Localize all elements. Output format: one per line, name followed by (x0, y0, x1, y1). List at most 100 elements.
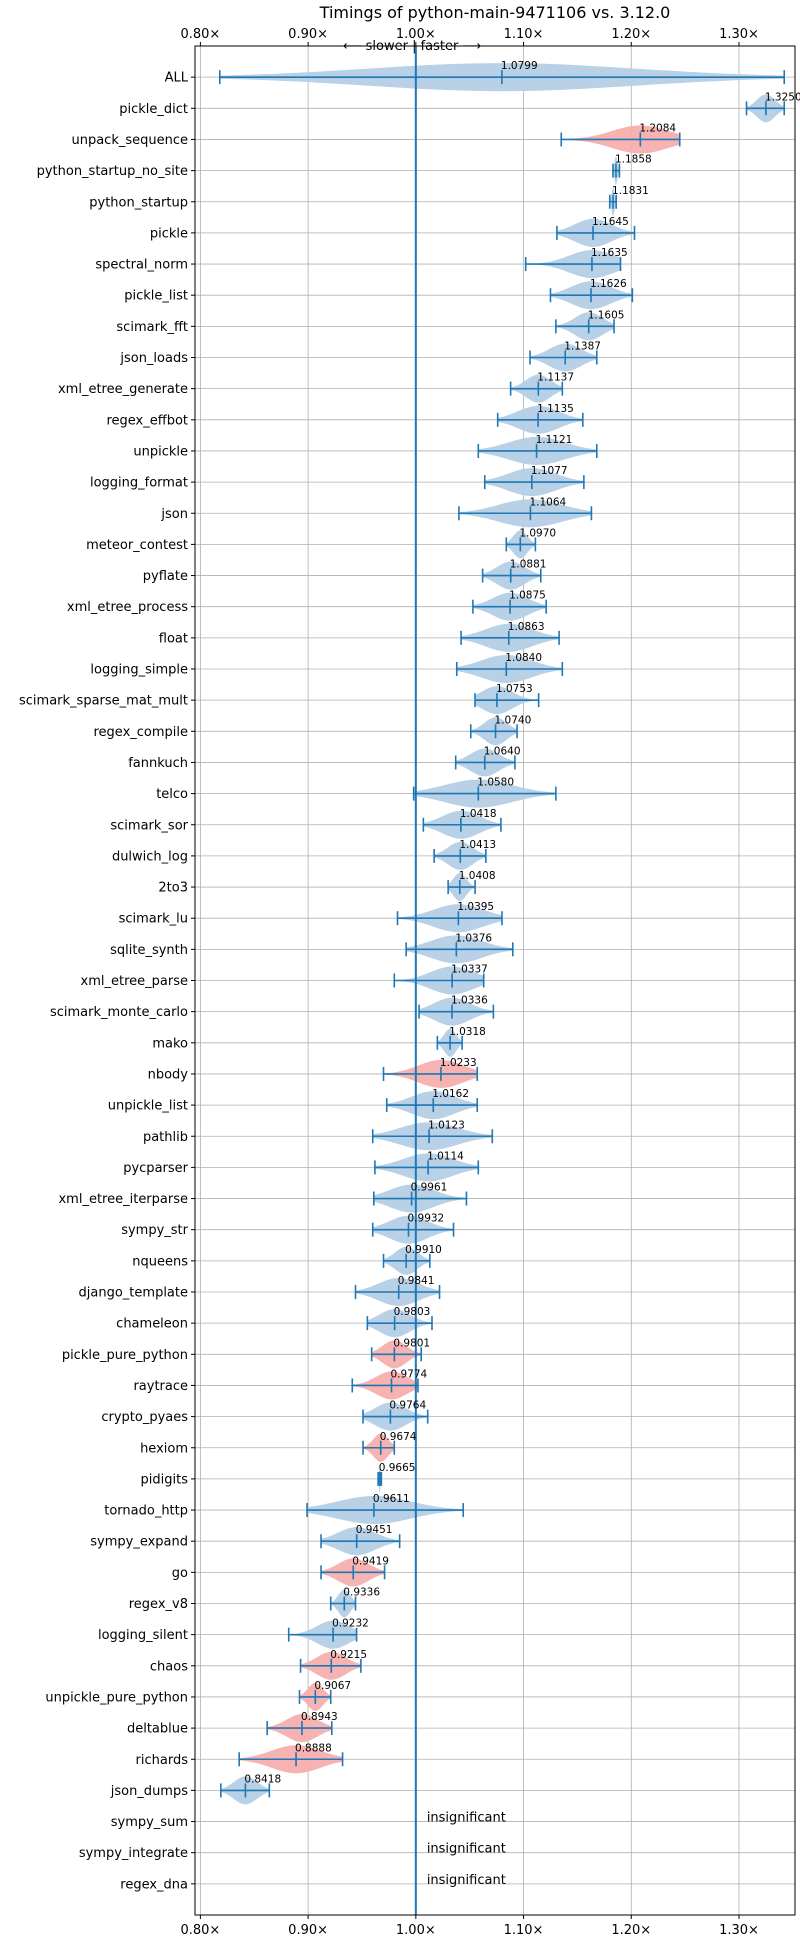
value-label: 0.9419 (352, 1555, 389, 1567)
value-label: 1.3250 (765, 91, 800, 103)
value-label: 1.0114 (427, 1150, 464, 1162)
value-label: 0.9067 (314, 1680, 351, 1692)
category-label: deltablue (127, 1722, 188, 1737)
category-label: mako (152, 1036, 188, 1051)
value-label: 0.9774 (390, 1368, 427, 1380)
category-label: unpickle (133, 444, 188, 459)
category-label: pickle_dict (119, 102, 188, 117)
value-label: 1.0318 (449, 1026, 486, 1038)
category-label: python_startup_no_site (37, 164, 188, 179)
tick-label-top: 0.90× (288, 27, 328, 42)
category-label: regex_v8 (129, 1597, 188, 1612)
violins (219, 63, 785, 1805)
value-label: 1.0970 (519, 527, 556, 539)
value-label: 1.1858 (615, 154, 652, 166)
tick-label-top: 1.10× (504, 27, 544, 42)
value-label: 1.0123 (428, 1119, 465, 1131)
category-label: xml_etree_process (67, 600, 188, 615)
category-label: python_startup (89, 195, 188, 210)
overlays (218, 46, 786, 1915)
value-label: 1.1137 (537, 372, 574, 384)
category-label: scimark_lu (119, 912, 188, 927)
category-label: sympy_sum (111, 1815, 188, 1830)
value-label: 0.9665 (379, 1462, 416, 1474)
category-label: pickle (150, 226, 188, 241)
category-label: scimark_monte_carlo (50, 1005, 188, 1020)
value-label: 0.9961 (411, 1182, 448, 1194)
category-label: pycparser (123, 1161, 188, 1176)
value-label: 1.1135 (537, 403, 574, 415)
chart-title: Timings of python-main-9471106 vs. 3.12.… (319, 3, 671, 22)
x-axis-ticks: 0.80× 0.80× 0.90× 0.90× 1.00× 1.00× 1.10× 1.10×… (180, 27, 758, 1938)
value-label: 1.0336 (451, 995, 488, 1007)
category-label: xml_etree_iterparse (58, 1192, 188, 1207)
value-label: 0.9910 (405, 1244, 442, 1256)
category-label: regex_effbot (106, 413, 188, 428)
category-labels: ALL pickle_dict unpack_sequence python_star… (19, 71, 189, 1893)
category-label: logging_format (90, 476, 188, 491)
plot-frame (194, 45, 796, 1916)
value-label: 1.0395 (457, 901, 494, 913)
category-label: xml_etree_parse (81, 974, 188, 989)
tick-label-bottom: 1.10× (504, 1923, 544, 1938)
category-label: spectral_norm (95, 258, 188, 273)
value-label: 0.9451 (356, 1524, 393, 1536)
category-label: pickle_pure_python (62, 1348, 188, 1363)
value-label: 1.1064 (529, 496, 566, 508)
value-label: 1.1121 (536, 434, 573, 446)
category-label: raytrace (133, 1379, 188, 1394)
insignificant-label: insignificant (427, 1842, 506, 1857)
value-label: 0.9841 (398, 1275, 435, 1287)
value-label: 1.0640 (484, 745, 521, 757)
value-label: 1.1645 (592, 216, 629, 228)
value-label: 1.1077 (531, 465, 568, 477)
value-label: 0.9611 (373, 1493, 410, 1505)
tick-label-bottom: 1.00× (396, 1923, 436, 1938)
category-label: xml_etree_generate (58, 382, 188, 397)
category-label: sympy_expand (90, 1535, 188, 1550)
category-label: pathlib (143, 1130, 188, 1145)
category-label: chameleon (116, 1317, 188, 1332)
category-label: telco (156, 787, 188, 802)
grid (195, 46, 795, 1915)
category-label: sqlite_synth (110, 943, 188, 958)
tick-label-top: 1.20× (611, 27, 651, 42)
category-label: json (160, 507, 188, 522)
value-label: 1.2084 (639, 122, 676, 134)
category-label: nqueens (132, 1254, 188, 1269)
value-label: 0.9215 (330, 1649, 367, 1661)
category-label: richards (136, 1753, 189, 1768)
category-label: ALL (165, 71, 189, 86)
category-label: regex_compile (93, 725, 188, 740)
value-label: 1.0162 (432, 1088, 469, 1100)
value-labels: 1.0799 1.3250 1.2084 1.1858 1.1831 1.1645 1.16… (244, 60, 800, 1888)
value-label: 1.0233 (440, 1057, 477, 1069)
value-label: 0.9803 (394, 1306, 431, 1318)
category-label: hexiom (140, 1441, 188, 1456)
tick-label-top: 0.80× (180, 27, 220, 42)
value-label: 1.0413 (459, 839, 496, 851)
category-label: meteor_contest (86, 538, 188, 553)
value-label: 1.0376 (455, 932, 492, 944)
category-label: django_template (79, 1286, 188, 1301)
category-label: logging_silent (98, 1628, 188, 1643)
value-label: 0.9232 (332, 1618, 369, 1630)
category-label: pidigits (141, 1472, 189, 1487)
category-label: json_dumps (110, 1784, 188, 1799)
tick-label-bottom: 1.20× (611, 1923, 651, 1938)
tick-label-bottom: 0.80× (180, 1923, 220, 1938)
category-label: go (172, 1566, 188, 1581)
category-label: pyflate (143, 569, 188, 584)
category-label: 2to3 (158, 881, 188, 896)
category-label: unpickle_list (108, 1099, 188, 1114)
category-label: float (159, 631, 188, 646)
category-label: json_loads (119, 351, 188, 366)
insignificant-label: insignificant (427, 1811, 506, 1826)
category-label: pickle_list (124, 289, 188, 304)
value-label: 0.8418 (244, 1773, 281, 1785)
value-label: 0.9764 (389, 1400, 426, 1412)
value-label: 1.0418 (460, 808, 497, 820)
category-label: scimark_sparse_mat_mult (19, 694, 188, 709)
value-label: 1.0408 (459, 870, 496, 882)
value-label: 0.9674 (380, 1431, 417, 1443)
